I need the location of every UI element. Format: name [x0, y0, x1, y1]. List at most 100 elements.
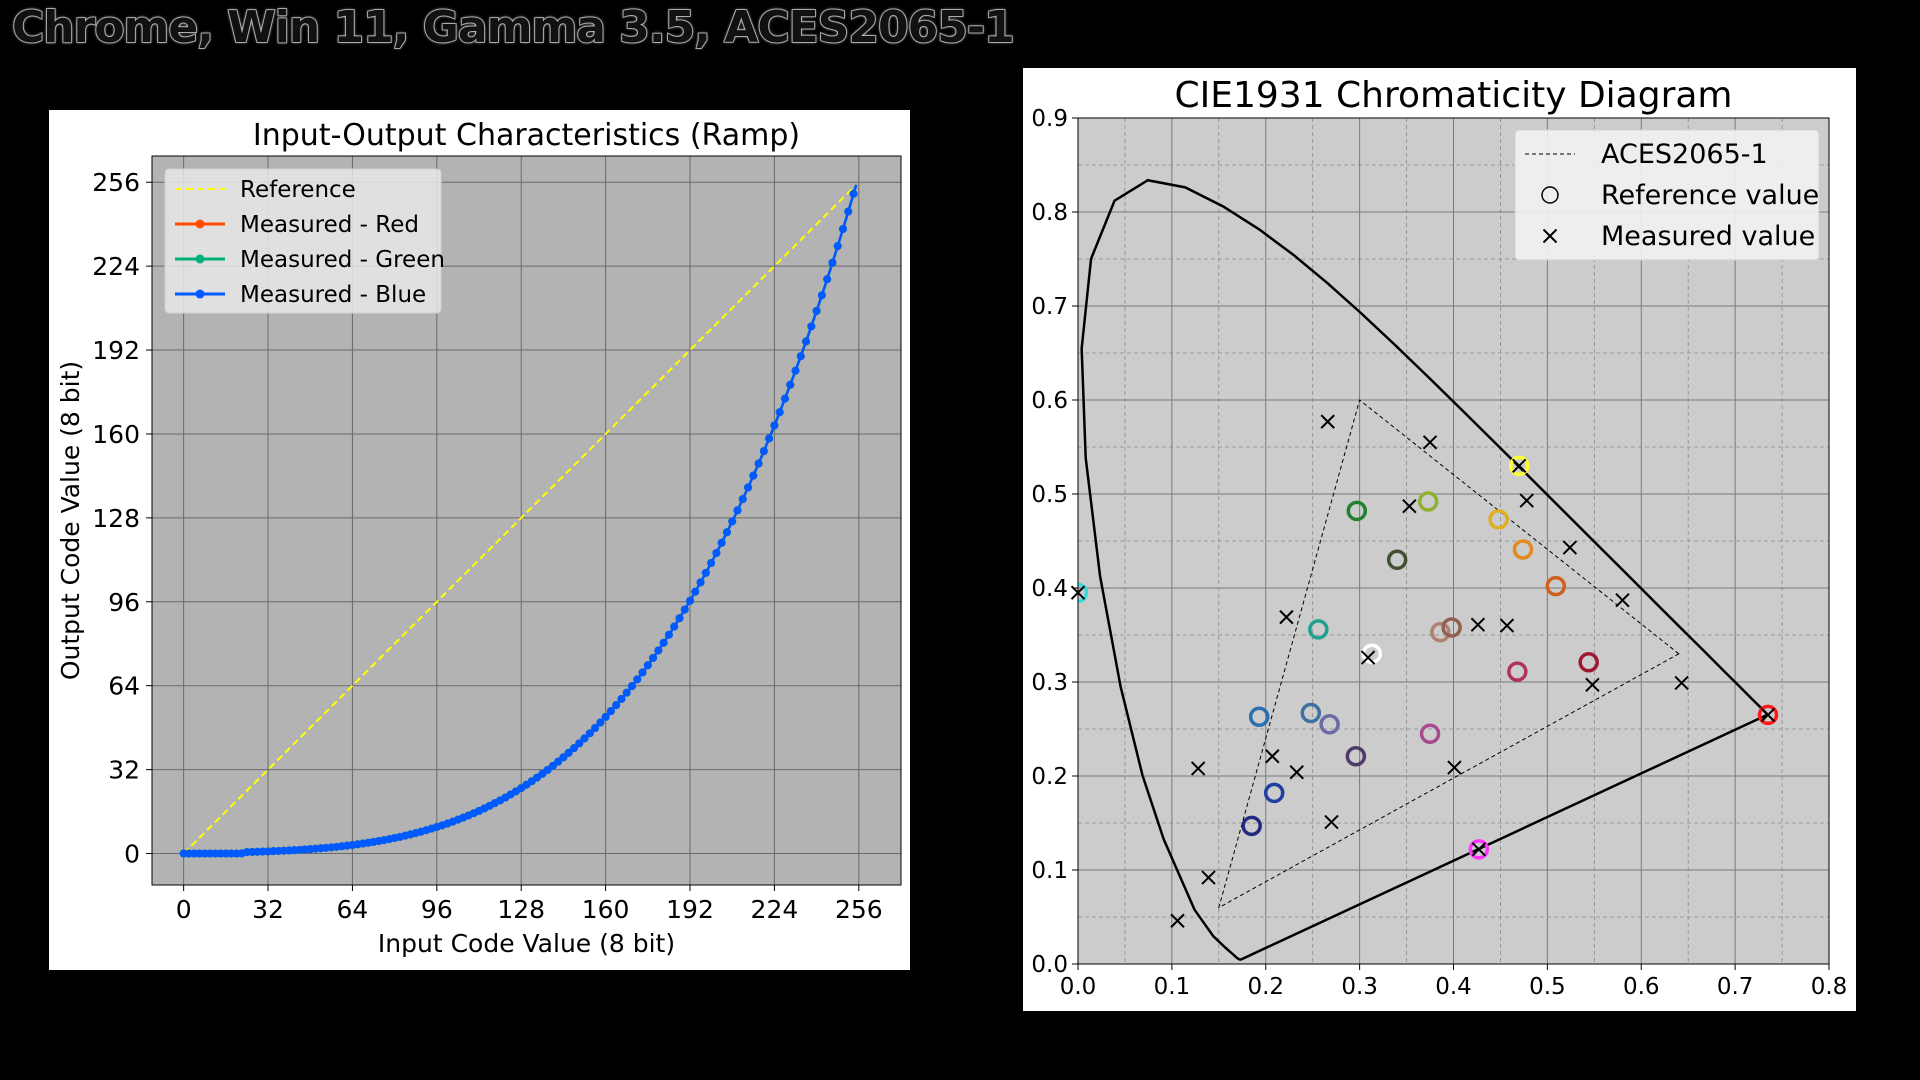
data-point [759, 447, 768, 456]
io-chart-svg: 0 32 64 96 128 160 192 224 256 0 32 64 96 128 160 192 22… [56, 118, 902, 958]
measured-point [1201, 870, 1216, 885]
reference-point [1507, 661, 1528, 682]
y-tick-label: 224 [92, 252, 140, 281]
x-tick-label: 32 [252, 895, 284, 924]
reference-point [1345, 746, 1367, 767]
data-point [775, 408, 784, 417]
reference-point [1508, 455, 1530, 477]
page-title: Chrome, Win 11, Gamma 3.5, ACES2065-1 [11, 1, 1016, 54]
legend-box [164, 168, 442, 314]
data-point [812, 306, 821, 315]
io-characteristics-chart: 0 32 64 96 128 160 192 224 256 0 32 64 96 128 160 192 22… [49, 110, 910, 970]
measured-point [1674, 675, 1689, 691]
data-point [691, 587, 700, 596]
measured-point [1402, 499, 1417, 514]
data-point [554, 757, 563, 766]
legend-swatch [1541, 186, 1559, 204]
chart-title: CIE1931 Chromaticity Diagram [1174, 75, 1732, 116]
data-point [770, 421, 779, 430]
data-point [844, 207, 853, 216]
data-point [596, 718, 605, 727]
measured-point [1562, 540, 1578, 555]
chart-title: Input-Output Characteristics (Ramp) [253, 118, 800, 153]
series-reference-line [182, 184, 857, 855]
data-point [744, 483, 753, 492]
data-point [796, 352, 805, 361]
x-axis-label: Input Code Value (8 bit) [378, 929, 675, 958]
measured-point [1499, 618, 1515, 633]
x-tick-label: 256 [835, 895, 883, 924]
y-tick-label: 256 [92, 168, 140, 197]
y-tick-label: 0.5 [1031, 482, 1068, 508]
reference-point [1319, 714, 1340, 735]
data-point [791, 366, 800, 375]
gamut-triangle [1218, 399, 1680, 909]
reference-point [1248, 706, 1270, 728]
data-point [802, 337, 811, 346]
data-point [786, 380, 795, 389]
data-point [833, 242, 842, 251]
data-point [717, 538, 726, 547]
reference-point [1241, 815, 1262, 837]
data-point [606, 707, 615, 716]
x-tick-label: 0.0 [1060, 974, 1097, 1000]
data-point [817, 291, 826, 300]
legend-label: Measured value [1601, 221, 1815, 252]
data-point [754, 459, 763, 468]
x-tick-label: 0.1 [1154, 974, 1191, 1000]
data-point [728, 517, 737, 526]
measured-point [1471, 842, 1487, 857]
measured-point [1190, 761, 1206, 776]
reference-point [1263, 782, 1285, 804]
data-point [696, 578, 705, 587]
measured-point [1265, 749, 1280, 764]
reference-point [1308, 619, 1329, 640]
data-point [580, 734, 589, 743]
y-tick-label: 96 [108, 588, 140, 617]
legend-marker [195, 219, 205, 229]
x-tick-label: 224 [751, 895, 799, 924]
legend-marker [195, 254, 205, 264]
data-point [701, 568, 710, 577]
legend-label: Measured - Red [240, 212, 419, 238]
y-tick-label: 0.1 [1031, 858, 1068, 884]
measured-point [1170, 913, 1185, 928]
x-tick-label: 0.4 [1435, 974, 1472, 1000]
x-tick-label: 64 [337, 895, 369, 924]
measured-point [1360, 650, 1376, 665]
data-point [664, 630, 673, 639]
y-tick-label: 64 [108, 672, 140, 701]
legend-label: ACES2065-1 [1601, 139, 1768, 170]
data-point [707, 559, 716, 568]
reference-point [1488, 509, 1509, 530]
data-point [627, 682, 636, 691]
x-tick-label: 0.6 [1623, 974, 1660, 1000]
legend-label: Reference [240, 177, 356, 203]
reference-point [1468, 839, 1490, 860]
x-tick-label: 0.7 [1717, 974, 1754, 1000]
reference-point [1512, 539, 1534, 560]
data-point [680, 605, 689, 614]
reference-point [1757, 704, 1779, 726]
x-tick-label: 0 [176, 895, 192, 924]
reference-point [1441, 617, 1462, 638]
y-tick-label: 0.2 [1031, 764, 1068, 790]
x-tick-label: 0.3 [1341, 974, 1378, 1000]
data-point [838, 224, 847, 233]
data-point [569, 744, 578, 753]
data-point [712, 549, 721, 558]
data-point [622, 688, 631, 697]
reference-point [1419, 723, 1441, 744]
x-tick-label: 0.2 [1247, 974, 1284, 1000]
y-axis-label: Output Code Value (8 bit) [56, 361, 85, 680]
cie-chart-svg: 0.0 0.1 0.2 0.3 0.4 0.5 0.6 0.7 0.8 0.0 0.1 0.2 0.3 0… [1031, 75, 1847, 1000]
data-point [654, 646, 663, 655]
data-point [849, 189, 858, 198]
data-point [643, 661, 652, 670]
data-point [617, 694, 626, 703]
y-tick-label: 32 [108, 756, 140, 785]
plot-frame [151, 155, 902, 886]
data-point [780, 394, 789, 403]
reference-point [1430, 621, 1451, 643]
measured-point [1320, 414, 1335, 429]
